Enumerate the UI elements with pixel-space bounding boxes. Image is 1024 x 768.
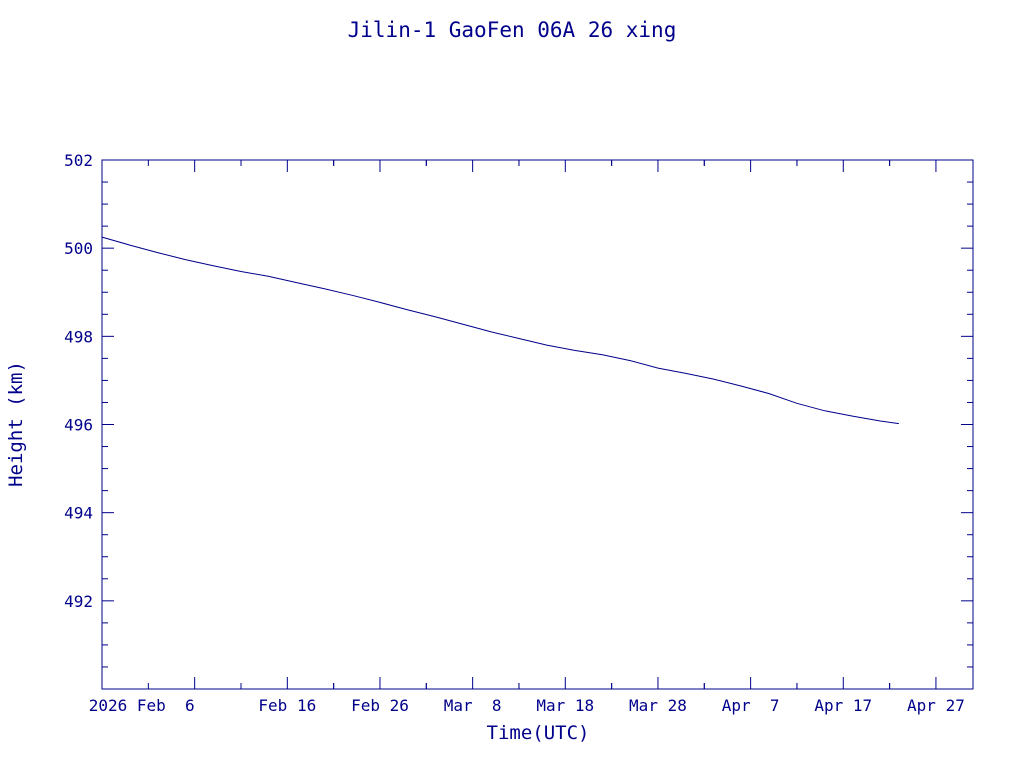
x-tick-label: Feb 26: [351, 696, 409, 715]
x-tick-label: Feb 16: [258, 696, 316, 715]
chart-title: Jilin-1 GaoFen 06A 26 xing: [348, 18, 677, 42]
x-tick-label: Mar 8: [444, 696, 502, 715]
y-tick-label: 500: [64, 239, 93, 258]
plot-frame: [101, 159, 974, 690]
y-tick-label: 492: [64, 592, 93, 611]
height-series-line: [101, 236, 899, 425]
x-tick-label: Apr 17: [814, 696, 872, 715]
x-axis-tick-labels: 2026 Feb 6 Feb 16 Feb 26 Mar 8 Mar 18 Mar 28 A…: [89, 696, 965, 715]
x-tick-label: Apr 7: [722, 696, 780, 715]
x-tick-label: Mar 18: [536, 696, 594, 715]
y-axis-label: Height (km): [5, 361, 27, 487]
x-tick-label: 2026 Feb 6: [89, 696, 195, 715]
y-tick-label: 496: [64, 416, 93, 435]
y-tick-label: 498: [64, 327, 93, 346]
y-axis-tick-labels: 492 494 496 498 500 502: [64, 151, 93, 611]
y-tick-label: 502: [64, 151, 93, 170]
x-tick-label: Apr 27: [907, 696, 965, 715]
x-axis-ticks: [147, 160, 937, 689]
x-tick-label: Mar 28: [629, 696, 687, 715]
y-tick-label: 494: [64, 504, 93, 523]
y-axis-ticks: [102, 159, 973, 690]
x-axis-label: Time(UTC): [487, 722, 590, 744]
